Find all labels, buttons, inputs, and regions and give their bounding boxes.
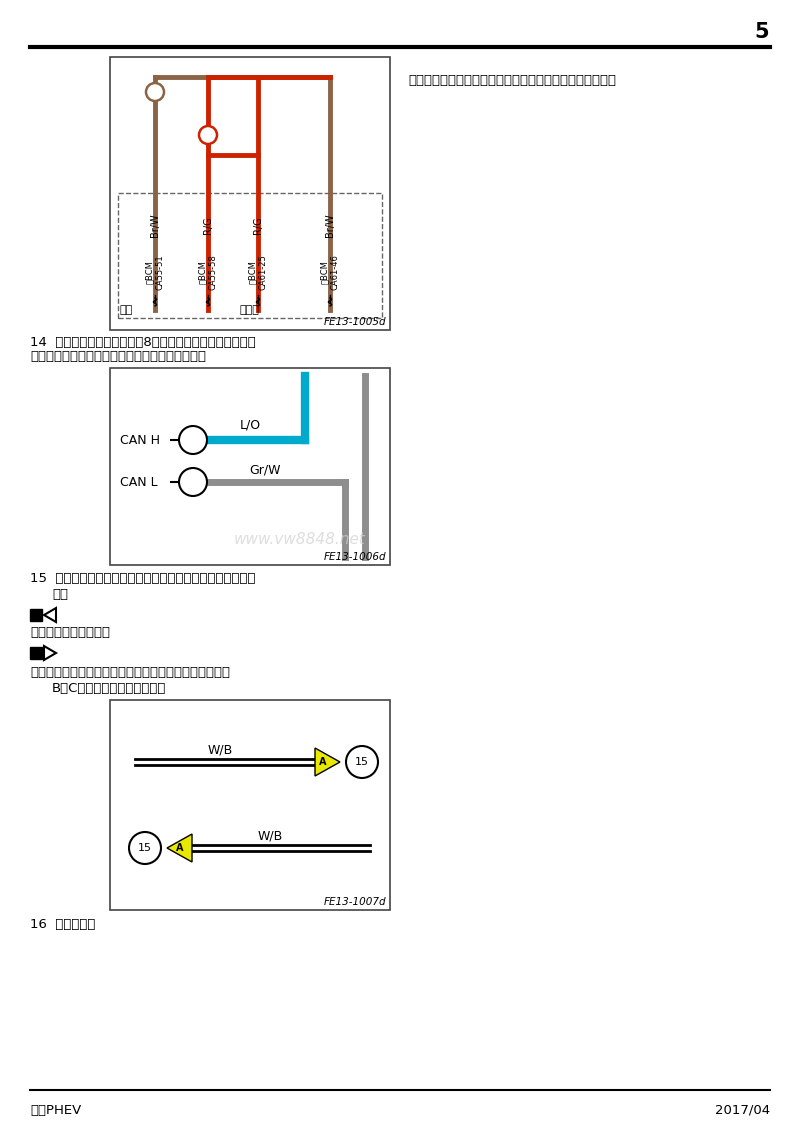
Text: B、C等字母表示，以此类推。: B、C等字母表示，以此类推。 — [52, 681, 166, 695]
Text: 防夹: 防夹 — [120, 305, 134, 315]
Text: 表示，如一张图中有一条以上的线路转入下页，则分别以: 表示，如一张图中有一条以上的线路转入下页，则分别以 — [30, 666, 230, 678]
Text: FE13-1006d: FE13-1006d — [323, 552, 386, 561]
Text: 表示，线路到达点则用: 表示，线路到达点则用 — [30, 626, 110, 640]
Circle shape — [346, 746, 378, 778]
Bar — [30, 609, 42, 621]
Text: CAN L: CAN L — [120, 475, 158, 489]
Text: 线，主要用于传感器的信号电路或护具通信电路。: 线，主要用于传感器的信号电路或护具通信电路。 — [30, 351, 206, 363]
Text: 至BCM
CA61-25: 至BCM CA61-25 — [248, 254, 268, 290]
Text: 16  端子名称。: 16 端子名称。 — [30, 918, 95, 932]
Text: A: A — [176, 843, 184, 854]
Text: FE13-1007d: FE13-1007d — [323, 897, 386, 907]
Text: 不防夹: 不防夹 — [240, 305, 260, 315]
Text: Br/W: Br/W — [325, 213, 335, 237]
Text: 15: 15 — [355, 757, 369, 767]
Bar — [110, 57, 390, 331]
Text: W/B: W/B — [207, 744, 233, 756]
Text: CAN H: CAN H — [120, 434, 160, 446]
Circle shape — [129, 832, 161, 864]
Text: 5: 5 — [754, 22, 770, 42]
Text: www.vw8848.net: www.vw8848.net — [234, 532, 366, 548]
Text: 至BCM
CA61-46: 至BCM CA61-46 — [320, 254, 340, 290]
Circle shape — [179, 426, 207, 454]
Text: A: A — [319, 757, 326, 767]
Polygon shape — [315, 748, 340, 777]
Bar — [118, 192, 382, 318]
Text: 至BCM
CA55-58: 至BCM CA55-58 — [198, 254, 218, 290]
Circle shape — [199, 126, 217, 144]
Bar — [30, 648, 42, 659]
Text: L/O: L/O — [239, 419, 261, 431]
Bar — [110, 700, 390, 910]
Text: Gr/W: Gr/W — [250, 463, 281, 477]
Text: 点用: 点用 — [52, 588, 68, 600]
Text: 至BCM
CA55-51: 至BCM CA55-51 — [146, 255, 165, 290]
Text: FE13-1005d: FE13-1005d — [323, 317, 386, 327]
Text: 帝豪PHEV: 帝豪PHEV — [30, 1104, 82, 1116]
Bar — [110, 368, 390, 565]
Text: R/G: R/G — [203, 216, 213, 234]
Text: Br/W: Br/W — [150, 213, 160, 237]
Text: 所有线束连接器无特殊说明的插件孔位视图方向为入线端。: 所有线束连接器无特殊说明的插件孔位视图方向为入线端。 — [408, 74, 616, 86]
Text: 14  如果电路线与线之间使用8字形标识，标示此电路为双绞: 14 如果电路线与线之间使用8字形标识，标示此电路为双绞 — [30, 335, 256, 349]
Polygon shape — [167, 834, 192, 861]
Circle shape — [179, 468, 207, 496]
Text: 2017/04: 2017/04 — [715, 1104, 770, 1116]
Text: W/B: W/B — [258, 830, 282, 842]
Text: R/G: R/G — [253, 216, 263, 234]
Text: 15  如果一个系统内容较多，线路需要用多页表示时，线路起: 15 如果一个系统内容较多，线路需要用多页表示时，线路起 — [30, 572, 255, 584]
Circle shape — [146, 83, 164, 101]
Text: 15: 15 — [138, 843, 152, 854]
